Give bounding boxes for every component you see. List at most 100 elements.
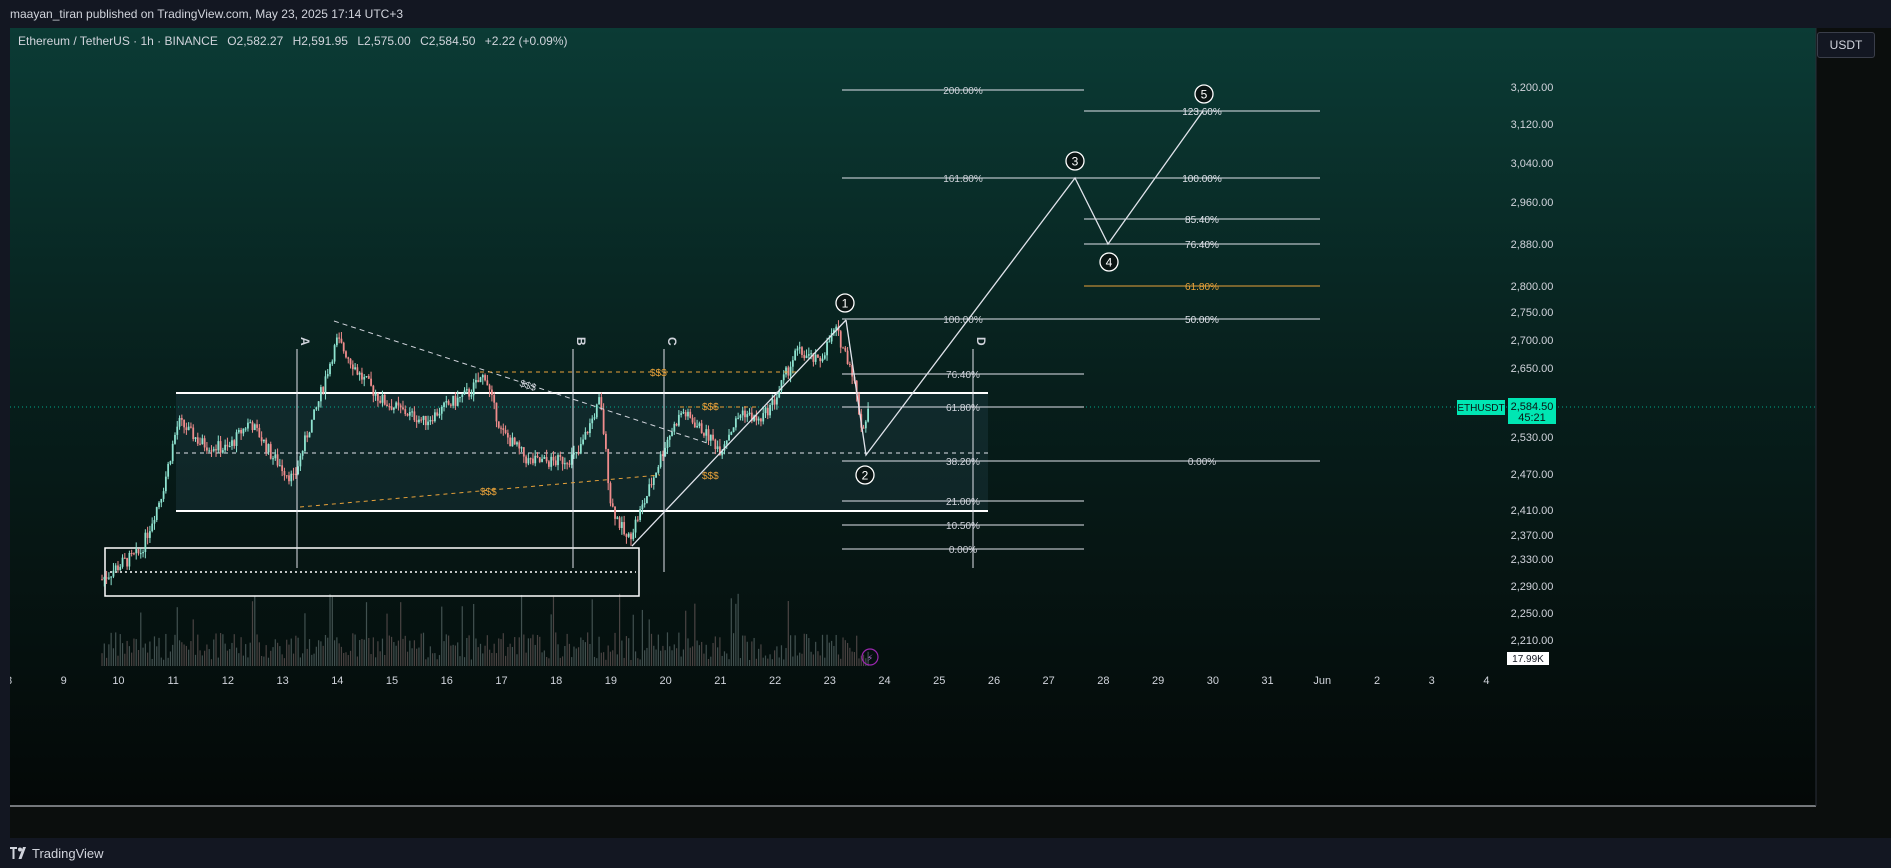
candle-body	[422, 415, 425, 420]
candle-body	[237, 430, 240, 433]
volume-bar	[662, 645, 664, 666]
candle-body	[566, 463, 569, 465]
impulse-line	[631, 319, 847, 547]
candle-body	[107, 577, 110, 579]
price-axis-tick: 2,880.00	[1511, 239, 1554, 251]
candle-body	[760, 418, 762, 422]
candle-body	[648, 484, 651, 497]
candle-body	[228, 445, 231, 447]
flash-icon[interactable]	[861, 648, 879, 666]
volume-bar	[561, 656, 564, 666]
candle-body	[299, 455, 302, 467]
candle-body	[848, 363, 851, 365]
candle-body	[739, 415, 742, 418]
candle-body	[322, 387, 325, 393]
candle-body	[247, 422, 249, 429]
candle-body	[274, 454, 277, 459]
currency-button[interactable]: USDT	[1817, 32, 1875, 58]
time-axis-tick: 13	[276, 675, 288, 687]
volume-bar	[491, 652, 493, 666]
publish-info: maayan_tiran published on TradingView.co…	[10, 7, 404, 21]
volume-bar	[400, 602, 402, 666]
candle-body	[639, 509, 642, 521]
volume-bar	[131, 652, 133, 666]
volume-bar	[411, 648, 413, 666]
candle-body	[465, 389, 468, 391]
volume-bar	[840, 658, 842, 666]
volume-bar	[628, 638, 630, 666]
volume-bar	[352, 633, 354, 666]
volume-bar	[605, 659, 607, 666]
volume-bar	[213, 639, 215, 666]
candle-body	[807, 354, 810, 356]
volume-bar	[707, 658, 710, 666]
candle-body	[632, 532, 635, 540]
candle-body	[509, 437, 512, 447]
candle-body	[529, 458, 532, 460]
candle-body	[256, 424, 258, 428]
volume-bar	[657, 634, 659, 666]
legend-symbol[interactable]: Ethereum / TetherUS · 1h · BINANCE	[18, 34, 218, 48]
candle-body	[568, 463, 571, 465]
volume-bar	[144, 643, 146, 666]
price-chart[interactable]: A B C D$$$$$$$$$$$$$$$200.00%161.80%100.00%…	[6, 28, 1891, 838]
candle-body	[178, 417, 181, 427]
time-axis-tick: 29	[1152, 675, 1164, 687]
candle-body	[693, 422, 696, 428]
volume-bar	[728, 659, 730, 666]
volume-bar	[115, 632, 117, 666]
volume-bar	[292, 653, 295, 666]
candle-body	[734, 418, 737, 428]
range-box-fill	[176, 393, 988, 511]
volume-bar	[434, 653, 436, 666]
volume-bar	[539, 636, 541, 666]
volume-bar	[737, 593, 739, 666]
candle-body	[461, 394, 464, 397]
volume-bar	[482, 653, 484, 666]
candle-body	[301, 450, 304, 456]
candle-body	[700, 423, 703, 434]
last-price-tag	[1508, 398, 1556, 424]
candle-body	[577, 452, 580, 454]
candle-body	[278, 465, 281, 467]
candle-body	[616, 517, 619, 519]
volume-bar	[710, 656, 712, 666]
candle-body	[677, 414, 680, 426]
candle-body	[867, 408, 870, 422]
chart-area[interactable]: A B C D $$$ $$$ $$$ $$$ $$$ 200.00% 161.80% 100.00%…	[6, 28, 1891, 838]
volume-bar	[582, 639, 584, 666]
volume-bar	[297, 637, 299, 666]
time-axis-tick: 21	[714, 675, 726, 687]
volume-bar	[267, 657, 270, 666]
candle-body	[117, 565, 119, 571]
candle-body	[349, 358, 352, 365]
candle-body	[833, 329, 835, 334]
volume-bar	[789, 635, 792, 666]
volume-bar	[263, 656, 265, 666]
candle-body	[705, 429, 708, 436]
candle-body	[623, 522, 626, 535]
fib-level-label: 50.00%	[1185, 315, 1219, 326]
volume-bar	[393, 642, 395, 666]
candle-body	[541, 458, 543, 462]
volume-bar	[755, 658, 757, 666]
candle-body	[324, 376, 327, 393]
candle-body	[110, 576, 113, 578]
candle-body	[164, 476, 167, 492]
legend-open: O2,582.27	[227, 34, 284, 48]
volume-bar	[452, 644, 454, 666]
candle-body	[716, 446, 719, 450]
volume-bar	[158, 637, 160, 666]
candle-body	[698, 423, 701, 426]
candle-body	[527, 458, 530, 464]
volume-bar	[363, 639, 365, 666]
candle-body	[199, 443, 201, 445]
volume-bar	[744, 635, 746, 666]
candle-body	[249, 422, 252, 424]
volume-bar	[318, 640, 320, 666]
tradingview-logo[interactable]: TradingView	[10, 846, 104, 861]
volume-bar	[719, 637, 721, 666]
candle-body	[390, 406, 393, 410]
candle-body	[272, 458, 274, 460]
candle-body	[627, 533, 630, 537]
